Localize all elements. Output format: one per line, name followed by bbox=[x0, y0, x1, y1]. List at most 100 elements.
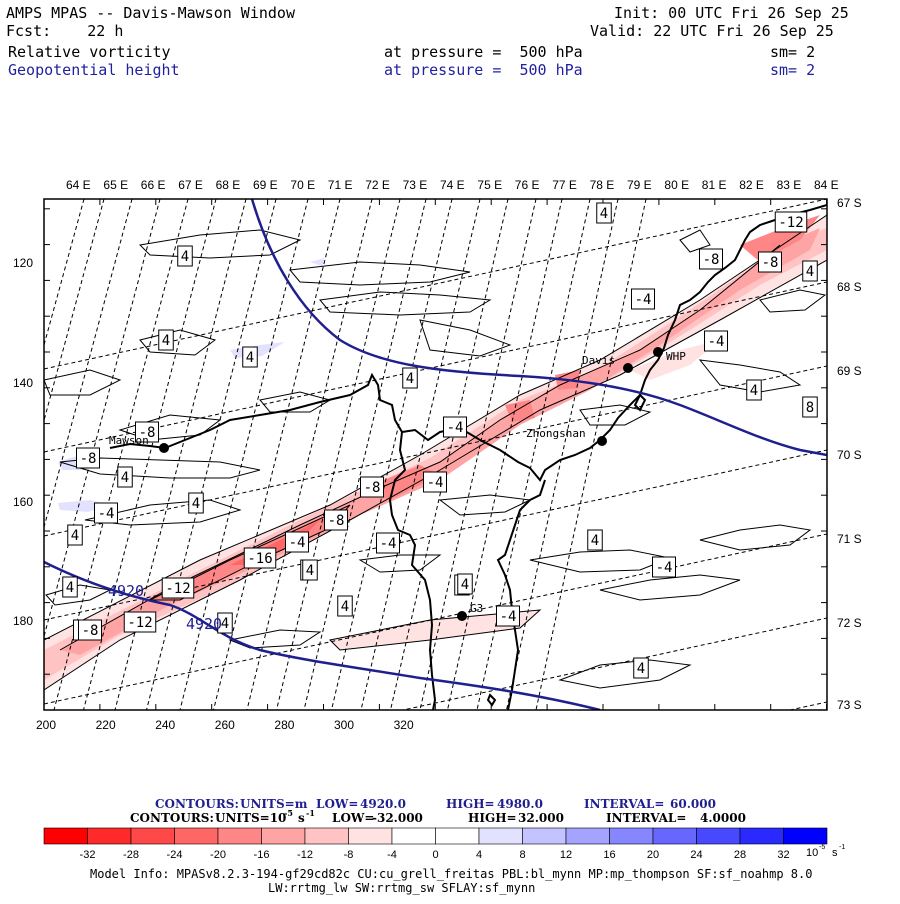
field2-name: Geopotential height bbox=[8, 61, 180, 79]
longitude-label: 73 E bbox=[403, 178, 428, 192]
longitude-label: 81 E bbox=[702, 178, 727, 192]
svg-text:s: s bbox=[832, 847, 838, 859]
svg-text:-5: -5 bbox=[819, 844, 825, 851]
colorbar-swatch bbox=[522, 827, 567, 845]
longitude-label: 80 E bbox=[664, 178, 689, 192]
vorticity-label-box bbox=[360, 476, 384, 498]
station-label: Davis bbox=[582, 354, 615, 367]
vorticity-label-box bbox=[633, 657, 649, 679]
colorbar-tick: -4 bbox=[387, 849, 397, 861]
vort-interval-label: INTERVAL= bbox=[606, 811, 686, 825]
height-low-value: 4920.0 bbox=[360, 797, 406, 811]
meridian-line bbox=[331, 199, 453, 710]
vorticity-label: -16 bbox=[247, 551, 272, 567]
height-label: 4920 bbox=[186, 615, 222, 633]
latitude-labels: 67 S 68 S 69 S 70 S 71 S 72 S 73 S bbox=[837, 196, 862, 712]
model-info-physics: LW:rrtmg_lw SW:rrtmg_sw SFLAY:sf_mynn bbox=[268, 881, 535, 895]
vorticity-label-box bbox=[376, 532, 400, 554]
latitude-label: 72 S bbox=[837, 616, 862, 630]
vort-units: UNITS=10 bbox=[215, 811, 286, 825]
colorbar-swatch bbox=[391, 827, 436, 845]
vorticity-label: -8 bbox=[762, 255, 779, 271]
parallel-line bbox=[44, 199, 827, 370]
vorticity-label-box bbox=[699, 248, 723, 270]
meridian-line bbox=[447, 199, 563, 710]
meridian-line bbox=[303, 199, 427, 710]
station-markers: Mawson Davis WHP Zhongshan G3 bbox=[109, 347, 686, 621]
y-grid-label: 180 bbox=[13, 614, 33, 628]
colorbar-swatch bbox=[130, 827, 175, 845]
vorticity-label-box bbox=[496, 605, 520, 627]
height-low-label: LOW= bbox=[316, 797, 358, 811]
meridian-line bbox=[535, 199, 647, 710]
vorticity-label: -8 bbox=[139, 425, 156, 441]
colorbar-tick: -8 bbox=[344, 849, 354, 861]
height-contour-labels: 4920 4920 bbox=[108, 582, 222, 633]
height-contours-label: CONTOURS: bbox=[155, 797, 239, 811]
colorbar-swatch bbox=[652, 827, 697, 845]
vorticity-label: 4 bbox=[306, 563, 314, 579]
x-grid-label: 200 bbox=[36, 718, 56, 732]
longitude-label: 70 E bbox=[290, 178, 315, 192]
vorticity-label-box bbox=[161, 577, 195, 599]
station-dot bbox=[159, 443, 169, 453]
vorticity-label-box bbox=[117, 466, 133, 488]
vorticity-label-box bbox=[324, 509, 348, 531]
vorticity-label: -4 bbox=[98, 506, 115, 522]
colorbar-tick: 0 bbox=[432, 849, 438, 861]
colorbar-swatch bbox=[348, 827, 393, 845]
vort-units-exp2: -1 bbox=[306, 808, 315, 818]
coastline bbox=[109, 204, 827, 710]
station-dot bbox=[653, 347, 663, 357]
station-label: Zhongshan bbox=[526, 427, 586, 440]
vorticity-label-box bbox=[758, 251, 782, 273]
vorticity-label-box bbox=[67, 524, 83, 546]
vort-low-label: LOW= bbox=[332, 811, 374, 825]
meridian-line bbox=[213, 199, 341, 710]
height-high-value: 4980.0 bbox=[497, 797, 543, 811]
longitude-label: 77 E bbox=[552, 178, 577, 192]
vorticity-label: 4 bbox=[221, 616, 229, 632]
colorbar-tick: 24 bbox=[690, 849, 702, 861]
colorbar-swatch bbox=[217, 827, 262, 845]
plot-title: AMPS MPAS -- Davis-Mawson Window bbox=[6, 4, 295, 22]
longitude-label: 82 E bbox=[739, 178, 764, 192]
vorticity-label-box bbox=[704, 330, 728, 352]
colorbar-swatch bbox=[565, 827, 610, 845]
height-high-label: HIGH= bbox=[446, 797, 495, 811]
vorticity-label-box bbox=[746, 379, 762, 401]
svg-text:-1: -1 bbox=[839, 844, 845, 851]
forecast-hour: Fcst: 22 h bbox=[6, 22, 124, 40]
latitude-label: 67 S bbox=[837, 196, 862, 210]
station-label: Mawson bbox=[109, 434, 149, 447]
x-grid-label: 300 bbox=[334, 718, 354, 732]
colorbar-tick: 8 bbox=[519, 849, 525, 861]
vorticity-label-box bbox=[302, 559, 318, 581]
vorticity-label: -4 bbox=[447, 420, 464, 436]
colorbar-tick: -28 bbox=[123, 849, 139, 861]
vorticity-label: 4 bbox=[192, 496, 200, 512]
vorticity-label-box bbox=[774, 211, 808, 233]
vorticity-label: 4 bbox=[591, 533, 599, 549]
y-grid-labels: 120 140 160 180 bbox=[13, 256, 33, 628]
vort-high-value: 32.000 bbox=[518, 811, 564, 825]
colorbar-tick: -20 bbox=[210, 849, 226, 861]
vorticity-label: 4 bbox=[600, 206, 608, 222]
vorticity-label: 4 bbox=[246, 350, 254, 366]
colorbar-tick: -24 bbox=[167, 849, 183, 861]
meridian-line bbox=[114, 199, 247, 710]
vorticity-label: 4 bbox=[406, 371, 414, 387]
vorticity-label: -4 bbox=[635, 292, 652, 308]
vorticity-label: 4 bbox=[637, 661, 645, 677]
station-dot bbox=[457, 611, 467, 621]
vorticity-label-box bbox=[135, 421, 159, 443]
vorticity-label: 8 bbox=[806, 400, 814, 416]
vorticity-label: -8 bbox=[703, 252, 720, 268]
geopotential-contours bbox=[44, 199, 827, 710]
colorbar-swatch bbox=[261, 827, 306, 845]
height-interval-value: 60.000 bbox=[670, 797, 716, 811]
y-grid-label: 140 bbox=[13, 376, 33, 390]
vorticity-label: 4 bbox=[162, 333, 170, 349]
meridian-line bbox=[419, 199, 537, 710]
longitude-label: 66 E bbox=[141, 178, 166, 192]
